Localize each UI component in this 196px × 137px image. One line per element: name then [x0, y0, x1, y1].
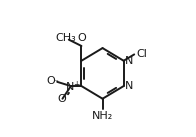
Text: N: N [125, 56, 133, 66]
Text: NH₂: NH₂ [92, 111, 113, 121]
Text: O: O [77, 33, 86, 43]
Text: ⁻: ⁻ [54, 78, 59, 87]
Text: O: O [57, 94, 66, 104]
Text: N: N [66, 82, 74, 92]
Text: N: N [125, 81, 133, 91]
Text: CH₃: CH₃ [56, 33, 77, 42]
Text: O: O [47, 76, 56, 86]
Text: +: + [73, 80, 79, 89]
Text: Cl: Cl [136, 49, 147, 59]
